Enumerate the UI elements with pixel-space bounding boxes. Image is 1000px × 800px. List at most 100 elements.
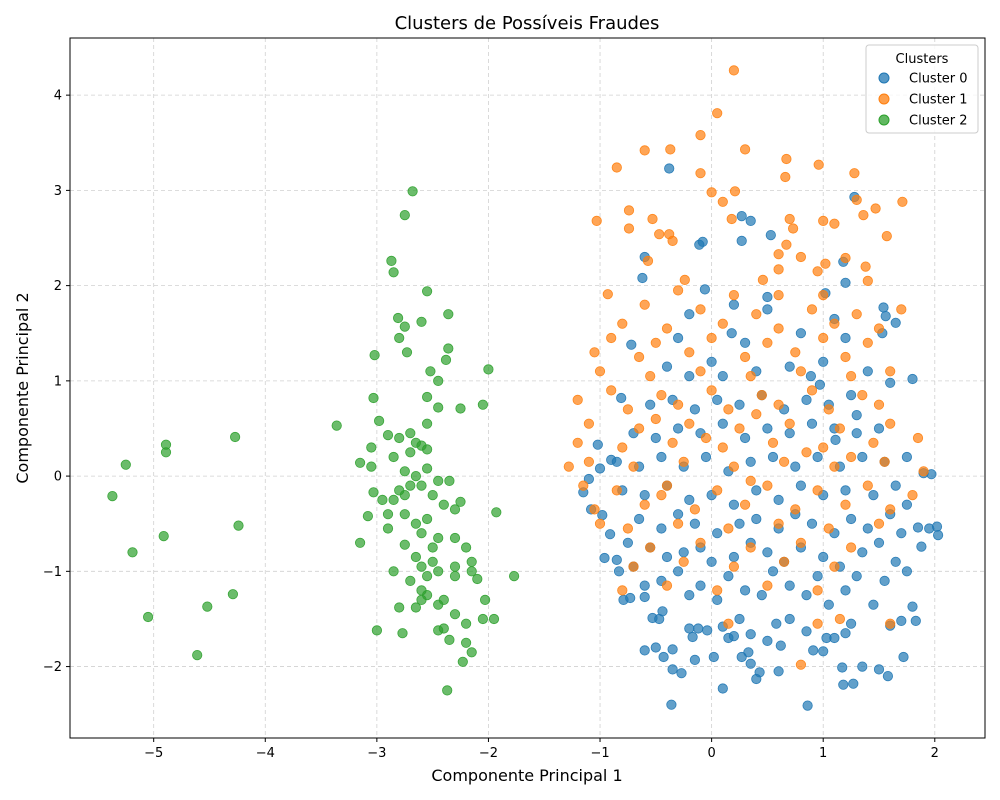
data-point	[734, 518, 745, 529]
data-point	[806, 385, 818, 396]
series-2	[563, 65, 929, 670]
data-point	[127, 547, 138, 558]
data-point	[592, 439, 603, 450]
data-point	[739, 144, 751, 155]
data-point	[743, 647, 754, 658]
data-point	[611, 456, 622, 467]
data-point	[611, 554, 622, 566]
data-point	[702, 625, 713, 636]
data-point	[901, 499, 913, 510]
data-point	[442, 685, 453, 696]
data-point	[491, 507, 502, 518]
data-point	[739, 337, 751, 348]
data-point	[812, 451, 823, 463]
data-point	[845, 389, 857, 401]
data-point	[654, 229, 665, 240]
data-point	[700, 451, 712, 463]
data-point	[885, 504, 896, 515]
data-point	[910, 615, 921, 627]
legend-title: Clusters	[896, 52, 949, 67]
data-point	[857, 451, 868, 463]
data-point	[368, 487, 379, 498]
data-point	[684, 623, 695, 634]
data-point	[599, 552, 610, 564]
data-point	[726, 213, 737, 225]
data-point	[762, 635, 773, 647]
data-point	[589, 347, 600, 358]
data-point	[611, 485, 622, 496]
data-point	[868, 437, 879, 448]
data-point	[617, 585, 628, 596]
data-point	[890, 556, 901, 567]
data-point	[818, 356, 829, 367]
data-point	[868, 599, 879, 610]
data-point	[790, 461, 801, 472]
data-point	[849, 168, 860, 179]
data-point	[734, 399, 745, 410]
data-point	[633, 423, 645, 434]
data-point	[806, 518, 818, 529]
data-point	[386, 255, 397, 266]
data-point	[712, 108, 723, 119]
data-point	[645, 399, 656, 410]
data-point	[717, 418, 728, 429]
data-point	[848, 678, 859, 689]
data-point	[594, 463, 606, 474]
data-point	[829, 632, 840, 644]
data-point	[394, 602, 405, 613]
data-point	[795, 328, 807, 339]
data-point	[410, 470, 421, 482]
data-point	[667, 664, 678, 675]
data-point	[896, 528, 907, 539]
data-point	[684, 589, 695, 601]
data-point	[388, 267, 399, 278]
data-point	[597, 509, 608, 521]
data-point	[801, 447, 812, 458]
data-point	[405, 428, 416, 439]
data-point	[369, 349, 380, 361]
data-point	[873, 323, 885, 334]
data-point	[762, 547, 773, 558]
data-point	[706, 356, 717, 367]
data-point	[845, 370, 857, 382]
data-point	[421, 391, 433, 403]
x-tick-label: −4	[256, 746, 275, 761]
data-point	[623, 205, 635, 216]
data-point	[784, 213, 795, 225]
data-point	[829, 461, 840, 472]
data-point	[667, 644, 678, 655]
data-point	[606, 385, 617, 396]
data-point	[650, 337, 661, 348]
data-point	[444, 634, 455, 646]
data-point	[647, 213, 658, 225]
data-point	[857, 661, 868, 672]
data-point	[672, 399, 684, 410]
data-point	[617, 318, 628, 329]
data-point	[656, 523, 667, 534]
data-point	[885, 366, 896, 377]
data-point	[862, 523, 873, 534]
data-point	[622, 523, 634, 534]
data-point	[912, 432, 924, 444]
data-point	[613, 566, 625, 577]
data-point	[851, 409, 862, 421]
data-point	[790, 504, 801, 515]
legend-label: Cluster 0	[909, 72, 968, 87]
data-point	[890, 317, 901, 328]
data-point	[795, 537, 807, 548]
data-point	[695, 168, 706, 179]
data-point	[706, 556, 717, 567]
data-point	[881, 231, 892, 242]
data-point	[563, 461, 574, 472]
data-point	[616, 392, 627, 404]
data-point	[421, 418, 433, 429]
data-point	[449, 561, 461, 572]
data-point	[851, 428, 862, 439]
data-point	[377, 494, 388, 505]
data-point	[845, 451, 857, 463]
y-tick-label: 1	[54, 374, 62, 389]
data-point	[143, 611, 154, 623]
data-point	[751, 409, 762, 420]
data-point	[392, 312, 404, 324]
data-point	[723, 570, 734, 582]
